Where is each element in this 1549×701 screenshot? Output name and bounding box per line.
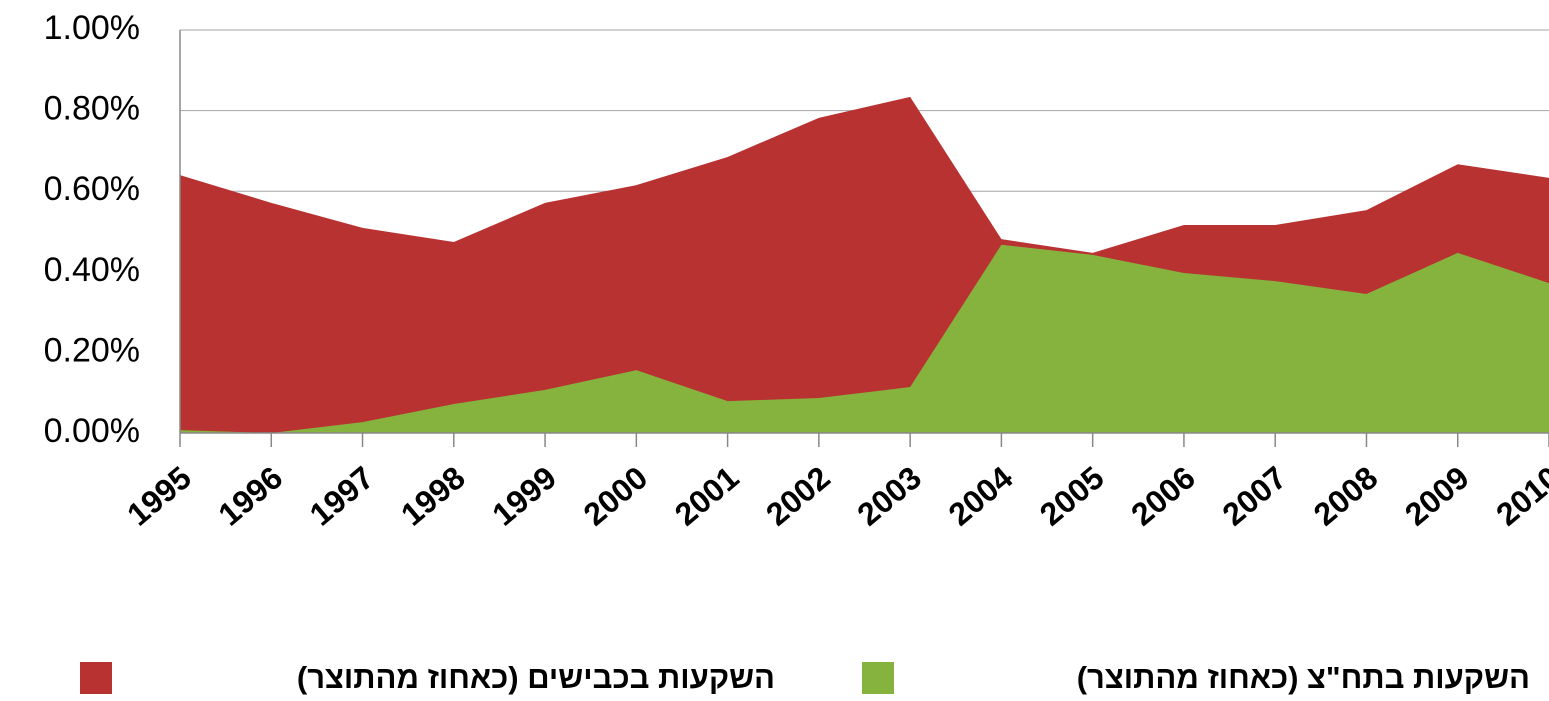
x-tick-label: 2003	[850, 459, 928, 532]
y-tick-label: 0.20%	[44, 331, 140, 369]
x-tick-label: 1996	[212, 459, 290, 532]
x-tick-label: 2004	[942, 459, 1020, 532]
legend-label: השקעות בכבישים (כאחוז מהתוצר)	[297, 660, 775, 695]
x-tick-label: 2008	[1307, 459, 1385, 532]
x-tick-label: 1997	[303, 459, 381, 532]
y-tick-label: 1.00%	[44, 9, 140, 47]
y-tick-label: 0.80%	[44, 90, 140, 128]
legend-swatch	[80, 662, 112, 694]
y-tick-label: 0.00%	[44, 412, 140, 450]
x-tick-label: 2010	[1489, 459, 1549, 532]
area	[180, 244, 1549, 433]
legend-label: השקעות בתח"צ (כאחוז מהתוצר)	[1077, 660, 1530, 695]
x-tick-label: 2009	[1398, 459, 1476, 532]
x-tick-label: 2005	[1033, 459, 1111, 532]
x-tick-label: 2006	[1124, 459, 1202, 532]
x-tick-label: 2002	[759, 459, 837, 532]
x-tick-label: 1995	[120, 459, 198, 532]
x-tick-label: 1999	[485, 459, 563, 532]
x-tick-label: 2007	[1215, 459, 1293, 532]
x-tick-label: 2000	[577, 459, 655, 532]
legend-swatch	[862, 662, 894, 694]
x-tick-label: 2001	[668, 459, 746, 532]
y-tick-label: 0.60%	[44, 170, 140, 208]
y-tick-label: 0.40%	[44, 251, 140, 289]
x-tick-label: 1998	[394, 459, 472, 532]
